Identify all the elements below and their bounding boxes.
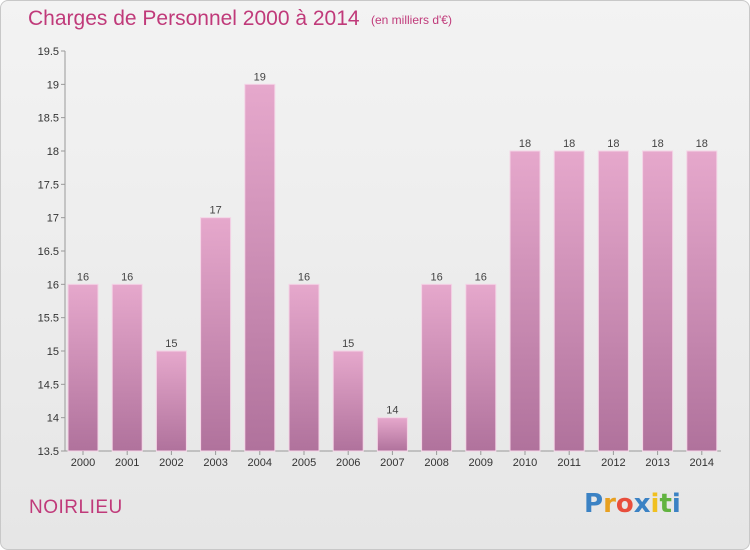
bar-2014	[686, 150, 718, 452]
data-label: 14	[386, 405, 398, 417]
data-label: 18	[607, 138, 619, 150]
place-name: NOIRLIEU	[29, 497, 123, 518]
x-tick-label: 2002	[159, 457, 183, 469]
chart-subtitle: (en milliers d'€)	[371, 13, 452, 27]
data-label: 18	[696, 138, 708, 150]
y-tick-label: 15.5	[38, 313, 59, 325]
chart-bars	[67, 83, 718, 452]
x-tick-label: 2001	[115, 457, 139, 469]
y-tick-label: 17.5	[38, 179, 59, 191]
data-label: 18	[563, 138, 575, 150]
data-label: 18	[519, 138, 531, 150]
x-tick-label: 2014	[690, 457, 714, 469]
bar-2001	[111, 283, 143, 452]
x-tick-label: 2008	[424, 457, 448, 469]
x-tick-label: 2012	[601, 457, 625, 469]
bar-2004	[244, 83, 276, 452]
data-label: 16	[430, 271, 442, 283]
logo-letter: o	[615, 489, 634, 519]
x-tick-label: 2013	[645, 457, 669, 469]
bar-2009	[465, 283, 497, 452]
y-tick-label: 16	[47, 279, 59, 291]
logo-letter: i	[671, 489, 681, 519]
bar-2012	[597, 150, 629, 452]
logo-letter: x	[633, 489, 651, 519]
y-tick-label: 19	[47, 79, 59, 91]
bar-2011	[553, 150, 585, 452]
logo-letter: P	[584, 489, 604, 519]
data-label: 16	[475, 271, 487, 283]
data-label: 16	[298, 271, 310, 283]
bar-2013	[642, 150, 674, 452]
x-tick-label: 2003	[203, 457, 227, 469]
data-label: 18	[651, 138, 663, 150]
x-tick-label: 2011	[557, 457, 581, 469]
logo-letter: i	[650, 489, 660, 519]
y-tick-label: 18.5	[38, 113, 59, 125]
bar-2003	[200, 217, 232, 452]
x-tick-label: 2000	[71, 457, 95, 469]
chart-y-ticks: 13.5 14 14.5 15 15.5 16 16.5 17 17.5 18 18.5 19 19.5	[38, 46, 65, 458]
chart-title: Charges de Personnel 2000 à 2014	[28, 7, 360, 30]
chart-data-labels: 16 16 15 17 19 16 15 14 16 16 18 18 18 18 18	[77, 71, 708, 416]
data-label: 17	[209, 205, 221, 217]
data-label: 16	[121, 271, 133, 283]
x-tick-label: 2005	[292, 457, 316, 469]
data-label: 19	[254, 71, 266, 83]
y-tick-label: 17	[47, 213, 59, 225]
data-label: 16	[77, 271, 89, 283]
y-tick-label: 13.5	[38, 446, 59, 458]
data-label: 15	[342, 338, 354, 350]
bar-2006	[332, 350, 364, 452]
y-tick-label: 14	[47, 413, 59, 425]
bar-2002	[155, 350, 187, 452]
y-tick-label: 15	[47, 346, 59, 358]
bar-2000	[67, 283, 99, 452]
y-tick-label: 18	[47, 146, 59, 158]
y-tick-label: 19.5	[38, 46, 59, 58]
bar-2010	[509, 150, 541, 452]
y-tick-label: 14.5	[38, 379, 59, 391]
bar-2005	[288, 283, 320, 452]
y-tick-label: 16.5	[38, 246, 59, 258]
logo-letter: r	[603, 489, 616, 519]
x-tick-label: 2006	[336, 457, 360, 469]
bar-2008	[421, 283, 453, 452]
x-tick-label: 2007	[380, 457, 404, 469]
bar-2007	[376, 417, 408, 452]
x-tick-label: 2009	[469, 457, 493, 469]
x-tick-label: 2004	[248, 457, 272, 469]
data-label: 15	[165, 338, 177, 350]
logo-letter: t	[659, 489, 672, 519]
proxiti-logo: Proxiti	[584, 489, 681, 519]
x-tick-label: 2010	[513, 457, 537, 469]
chart-x-ticks: 2000 2001 2002 2003 2004 2005 2006 2007 2008 2009…	[71, 451, 714, 469]
